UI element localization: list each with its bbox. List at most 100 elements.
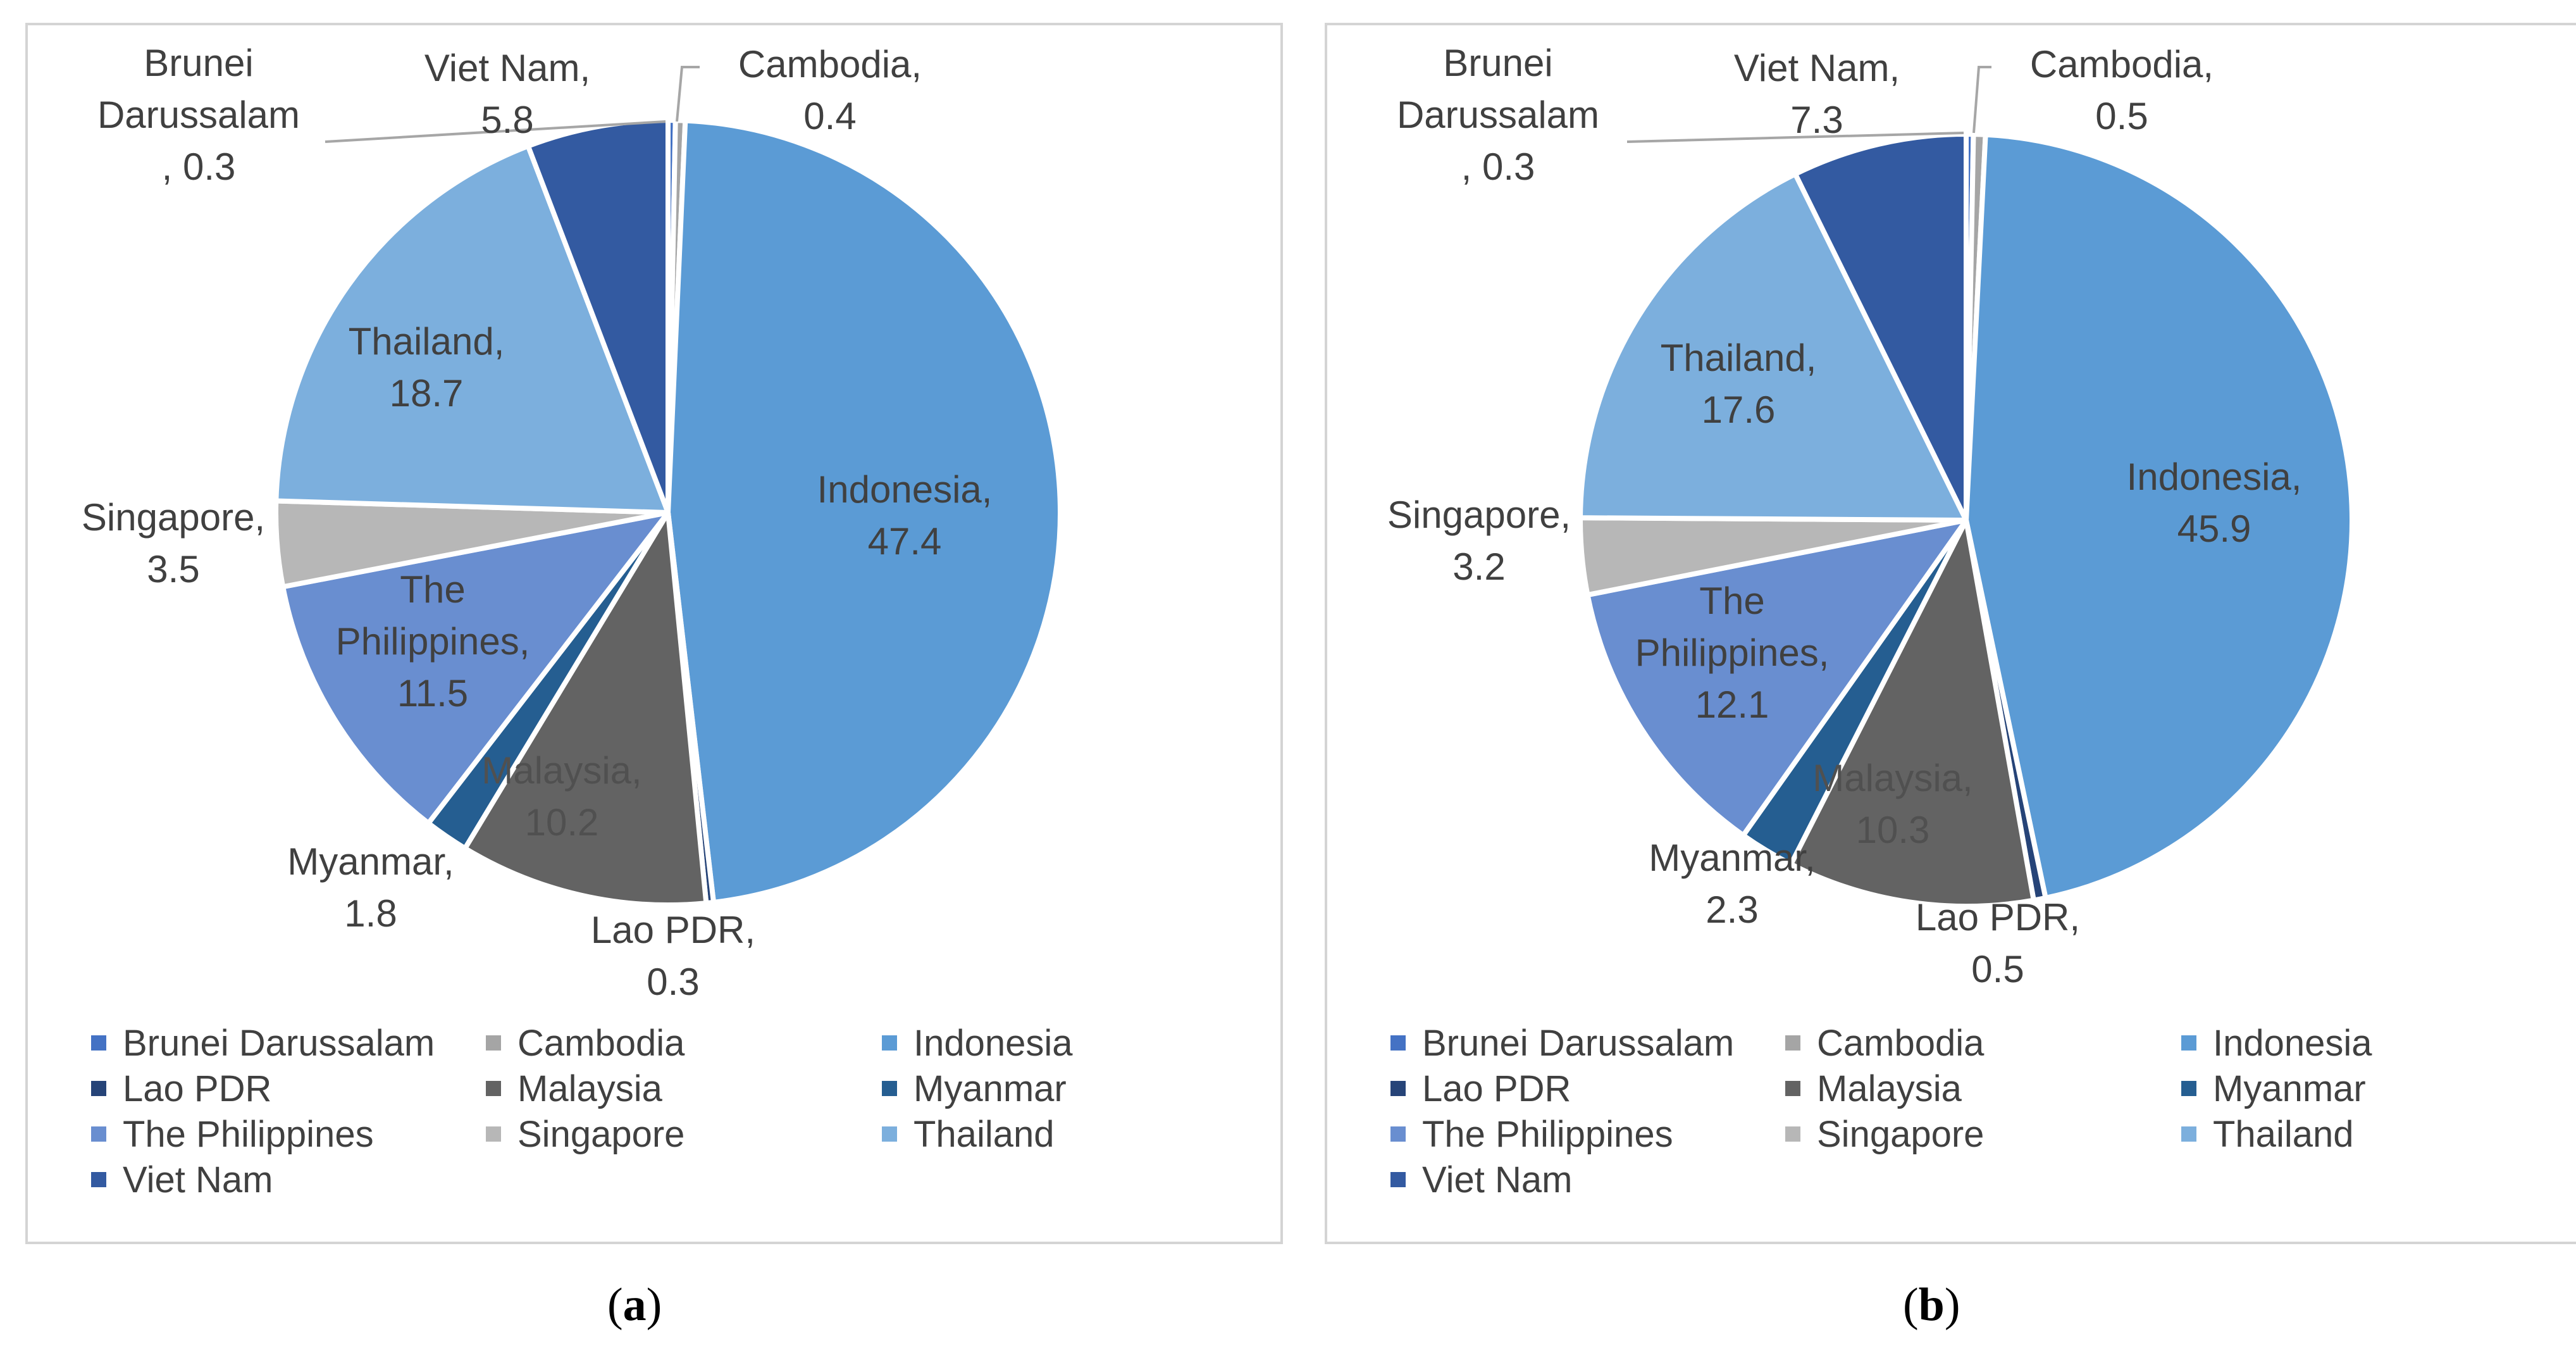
legend-label-singapore: Singapore [1817,1114,1984,1155]
legend-label-lao-pdr: Lao PDR [1422,1068,1571,1109]
pie-slices [1578,132,2355,909]
legend-item-indonesia: Indonesia [2181,1023,2372,1064]
legend-swatch-cambodia [486,1035,501,1051]
legend-item-thailand: Thailand [882,1114,1054,1155]
data-label-indonesia: Indonesia, 47.4 [817,468,993,563]
legend-label-brunei-darussalam: Brunei Darussalam [1422,1023,1734,1064]
legend-item-the-philippines: The Philippines [1390,1114,1673,1155]
legend-label-malaysia: Malaysia [1817,1068,1962,1109]
legend-item-viet-nam: Viet Nam [1390,1159,1572,1200]
legend-item-lao-pdr: Lao PDR [1390,1068,1571,1109]
data-label-lao-pdr: Lao PDR, 0.5 [1916,896,2080,990]
legend-swatch-malaysia [1785,1081,1800,1096]
data-label-indonesia: Indonesia, 45.9 [2127,456,2302,550]
legend-label-the-philippines: The Philippines [1422,1114,1673,1155]
pie-slices [273,117,1063,908]
legend-swatch-brunei-darussalam [91,1035,106,1051]
legend-swatch-viet-nam [1390,1172,1406,1187]
data-label-myanmar: Myanmar, 2.3 [1649,837,1815,931]
data-label-thailand: Thailand, 17.6 [1661,337,1817,431]
legend-item-myanmar: Myanmar [882,1068,1067,1109]
pie-slice-the-philippines [280,510,671,826]
pie-slice-thailand [1578,172,1969,523]
data-label-brunei-darussalam: Brunei Darussalam, 0.3 [97,42,300,188]
legend-label-cambodia: Cambodia [517,1023,685,1064]
pie-slice-indonesia [1964,132,2355,901]
legend-label-indonesia: Indonesia [2213,1023,2372,1064]
legend-label-brunei-darussalam: Brunei Darussalam [123,1023,435,1064]
data-label-singapore: Singapore, 3.2 [1387,494,1571,588]
legend-item-brunei-darussalam: Brunei Darussalam [91,1023,435,1064]
legend-label-viet-nam: Viet Nam [123,1159,273,1200]
leader-lines [1626,66,1991,143]
data-label-singapore: Singapore, 3.5 [82,496,265,590]
pie-slice-malaysia [1788,518,2036,909]
data-labels: Brunei Darussalam, 0.3 Cambodia, 0.5 Indones… [1387,42,2302,990]
legend: Brunei Darussalam Cambodia Indonesia Lao PD… [1390,1023,2372,1200]
data-label-viet-nam: Viet Nam, 7.3 [1734,47,1900,141]
leader-line-cambodia [1972,66,1991,134]
pie-chart-a: Brunei Darussalam, 0.3 Cambodia, 0.4 Indones… [82,42,1073,1200]
legend: Brunei Darussalam Cambodia Indonesia Lao PD… [91,1023,1073,1200]
caption-b-letter: b [1918,1279,1945,1331]
legend-item-lao-pdr: Lao PDR [91,1068,271,1109]
legend-label-myanmar: Myanmar [913,1068,1067,1109]
caption-a: (a) [607,1279,662,1331]
legend-item-cambodia: Cambodia [1785,1023,1985,1064]
legend-swatch-indonesia [882,1035,897,1051]
legend-item-singapore: Singapore [486,1114,684,1155]
data-label-brunei-darussalam: Brunei Darussalam, 0.3 [1397,42,1599,188]
legend-label-indonesia: Indonesia [913,1023,1073,1064]
legend-item-viet-nam: Viet Nam [91,1159,273,1200]
legend-swatch-the-philippines [91,1126,106,1142]
legend-item-singapore: Singapore [1785,1114,1984,1155]
legend-item-thailand: Thailand [2181,1114,2353,1155]
data-labels: Brunei Darussalam, 0.3 Cambodia, 0.4 Indones… [82,42,993,1003]
data-label-the-philippines: The Philippines, 11.5 [336,568,530,714]
caption-b: (b) [1903,1279,1960,1331]
pie-chart-b: Brunei Darussalam, 0.3 Cambodia, 0.5 Indones… [1387,42,2372,1200]
legend-item-indonesia: Indonesia [882,1023,1073,1064]
legend-swatch-indonesia [2181,1035,2196,1051]
data-label-viet-nam: Viet Nam, 5.8 [424,47,590,141]
legend-label-cambodia: Cambodia [1817,1023,1985,1064]
legend-swatch-singapore [486,1126,501,1142]
legend-swatch-singapore [1785,1126,1800,1142]
legend-item-myanmar: Myanmar [2181,1068,2366,1109]
leader-line-brunei-darussalam [1626,132,1964,143]
legend-item-brunei-darussalam: Brunei Darussalam [1390,1023,1734,1064]
legend-swatch-myanmar [882,1081,897,1096]
pie-slice-malaysia [462,510,709,908]
leader-lines [325,66,700,143]
data-label-malaysia: Malaysia, 10.3 [1812,757,1972,851]
legend-label-myanmar: Myanmar [2213,1068,2366,1109]
chart-panel-b: Brunei Darussalam, 0.3 Cambodia, 0.5 Indones… [1325,23,2576,1244]
data-label-thailand: Thailand, 18.7 [349,320,505,415]
data-label-lao-pdr: Lao PDR, 0.3 [591,909,755,1003]
legend-label-the-philippines: The Philippines [123,1114,374,1155]
legend-swatch-thailand [882,1126,897,1142]
legend-swatch-cambodia [1785,1035,1800,1051]
legend-item-the-philippines: The Philippines [91,1114,374,1155]
chart-panel-a: Brunei Darussalam, 0.3 Cambodia, 0.4 Indones… [25,23,1283,1244]
legend-item-malaysia: Malaysia [1785,1068,1962,1109]
legend-label-viet-nam: Viet Nam [1422,1159,1572,1200]
legend-swatch-lao-pdr [1390,1081,1406,1096]
legend-label-thailand: Thailand [913,1114,1054,1155]
legend-label-singapore: Singapore [517,1114,684,1155]
legend-swatch-viet-nam [91,1172,106,1187]
data-label-the-philippines: The Philippines, 12.1 [1635,580,1830,726]
legend-swatch-brunei-darussalam [1390,1035,1406,1051]
legend-label-malaysia: Malaysia [517,1068,663,1109]
legend-swatch-lao-pdr [91,1081,106,1096]
legend-label-thailand: Thailand [2213,1114,2353,1155]
leader-line-brunei-darussalam [325,120,666,143]
pie-slice-the-philippines [1585,518,1969,838]
pie-slice-indonesia [666,118,1063,905]
legend-item-malaysia: Malaysia [486,1068,663,1109]
caption-a-letter: a [622,1279,647,1331]
legend-label-lao-pdr: Lao PDR [123,1068,271,1109]
legend-swatch-the-philippines [1390,1126,1406,1142]
pie-slice-thailand [273,143,671,515]
data-label-malaysia: Malaysia, 10.2 [481,749,641,844]
